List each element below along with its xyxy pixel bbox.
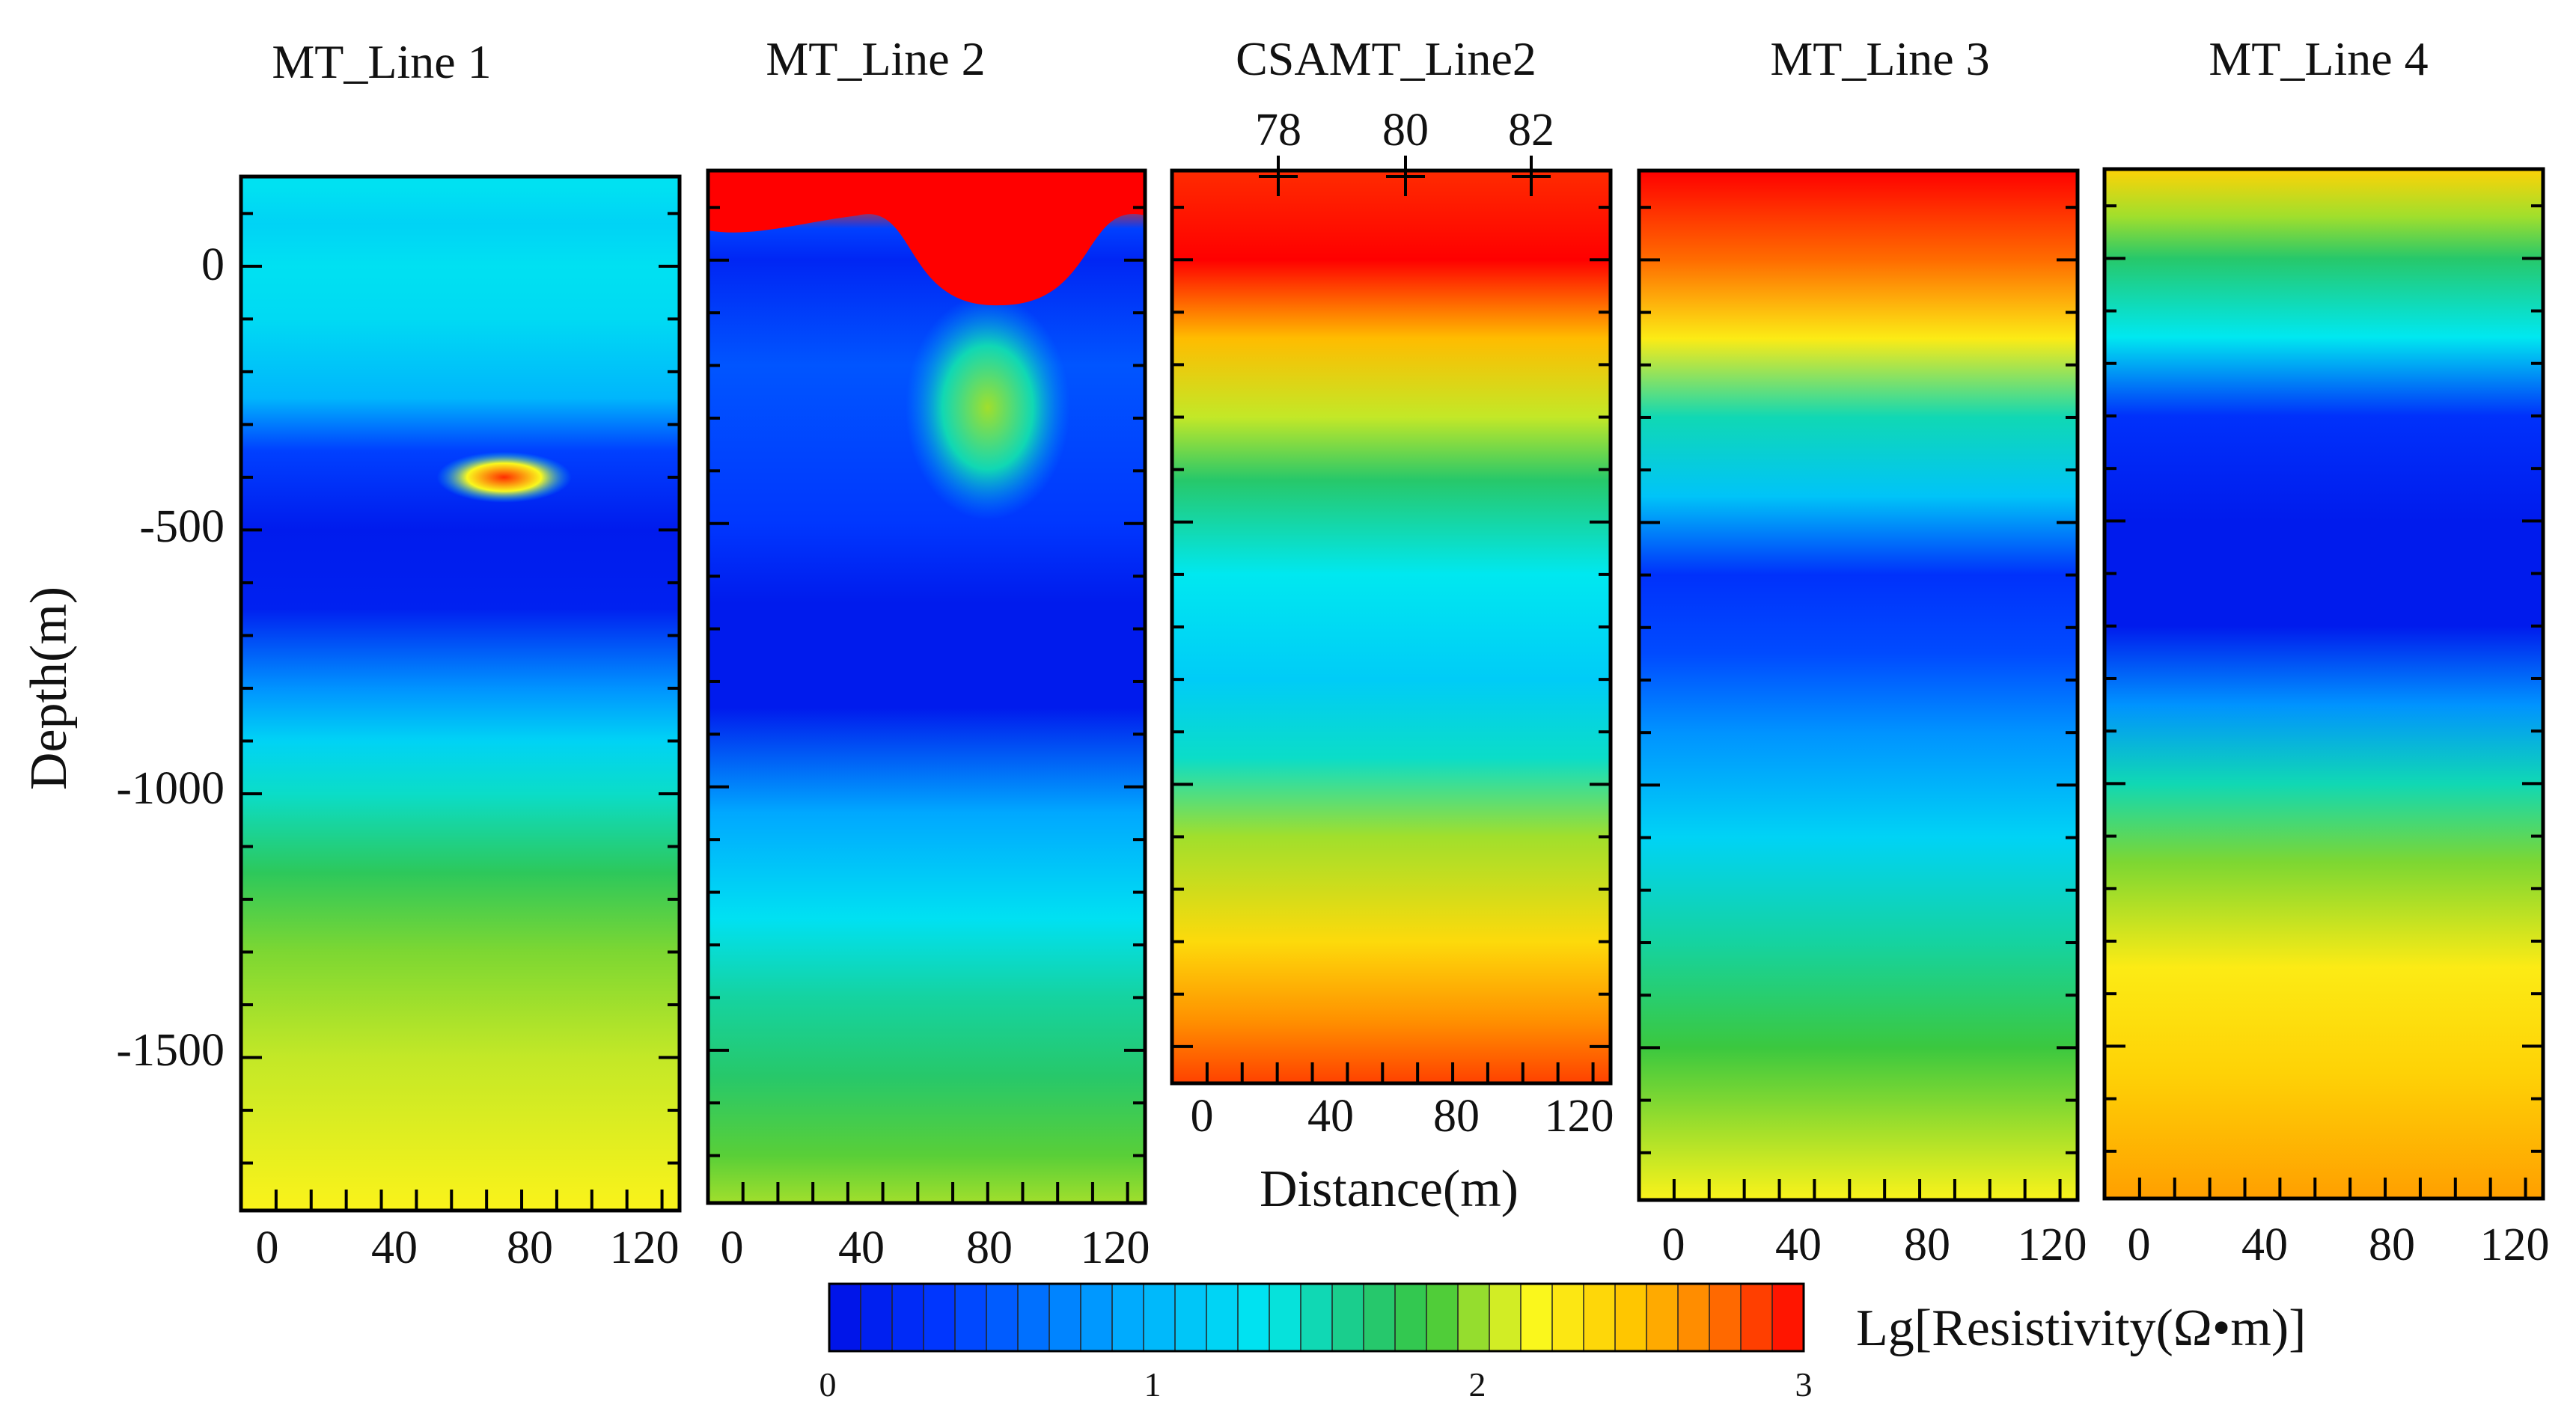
section-panel — [239, 174, 682, 1213]
station-label-80: 80 — [1382, 105, 1429, 156]
colorbar-step — [923, 1283, 956, 1352]
colorbar-step — [1049, 1283, 1082, 1352]
colorbar-step — [1646, 1283, 1679, 1352]
resistivity-section — [1172, 171, 1611, 1083]
panel-title-4: MT_Line 3 — [1770, 32, 1989, 85]
panel-title-5: MT_Line 4 — [2209, 32, 2428, 85]
colorbar-label: Lg[Resistivity(Ω•m)] — [1856, 1300, 2306, 1357]
colorbar-frame — [828, 1282, 1805, 1353]
section-panel — [1637, 168, 2080, 1202]
x-tick-label: 80 — [1904, 1219, 1950, 1270]
panel-frame — [706, 168, 1147, 1205]
resistivity-section — [708, 171, 1145, 1203]
colorbar-tick-0: 0 — [820, 1365, 837, 1404]
colorbar-step — [891, 1283, 925, 1352]
colorbar-tick-1: 1 — [1144, 1365, 1162, 1404]
section-panel — [1170, 168, 1613, 1086]
x-tick-label: 120 — [1545, 1091, 1614, 1142]
x-tick-label: 0 — [1662, 1219, 1685, 1270]
station-label-82: 82 — [1508, 105, 1554, 156]
x-tick-label: 80 — [507, 1222, 553, 1273]
colorbar-step — [1143, 1283, 1176, 1352]
panel-frame — [2102, 167, 2545, 1201]
y-tick-label-0: 0 — [201, 239, 225, 290]
colorbar — [828, 1282, 1805, 1353]
colorbar-step — [1394, 1283, 1428, 1352]
panel-frame — [239, 174, 682, 1213]
x-axis-label: Distance(m) — [1260, 1160, 1519, 1218]
colorbar-step — [1017, 1283, 1051, 1352]
colorbar-step — [1174, 1283, 1208, 1352]
colorbar-step — [1551, 1283, 1585, 1352]
colorbar-step — [1300, 1283, 1334, 1352]
y-tick-label-1500: -1500 — [116, 1025, 225, 1076]
panel-frame — [1637, 168, 2080, 1202]
x-tick-label: 120 — [610, 1222, 680, 1273]
x-tick-label: 120 — [2480, 1219, 2550, 1270]
x-tick-label: 0 — [1191, 1091, 1214, 1142]
resistivity-section — [1639, 171, 2078, 1200]
colorbar-step — [860, 1283, 894, 1352]
colorbar-step — [1206, 1283, 1239, 1352]
x-tick-label: 40 — [1775, 1219, 1822, 1270]
resistivity-section — [241, 177, 680, 1210]
colorbar-step — [1237, 1283, 1271, 1352]
section-panel — [706, 168, 1147, 1205]
colorbar-step — [1269, 1283, 1302, 1352]
colorbar-step — [1614, 1283, 1648, 1352]
colorbar-step — [1363, 1283, 1397, 1352]
colorbar-step — [1426, 1283, 1459, 1352]
x-tick-label: 0 — [2128, 1219, 2151, 1270]
station-label-78: 78 — [1255, 105, 1301, 156]
colorbar-step — [1520, 1283, 1554, 1352]
panels — [239, 156, 2545, 1213]
x-tick-label: 40 — [838, 1222, 885, 1273]
x-tick-label: 0 — [721, 1222, 744, 1273]
resistivity-anomaly — [905, 295, 1070, 520]
near-surface-resistor — [708, 171, 1145, 306]
x-tick-label: 80 — [2369, 1219, 2415, 1270]
colorbar-step — [986, 1283, 1019, 1352]
colorbar-step — [1111, 1283, 1145, 1352]
panel-title-2: MT_Line 2 — [766, 32, 985, 85]
x-tick-label: 120 — [2018, 1219, 2087, 1270]
colorbar-step — [1740, 1283, 1774, 1352]
x-tick-label: 80 — [1433, 1091, 1480, 1142]
colorbar-step — [1709, 1283, 1742, 1352]
x-tick-label: 120 — [1081, 1222, 1150, 1273]
y-tick-label-500: -500 — [139, 501, 225, 552]
resistivity-anomaly — [436, 451, 572, 503]
colorbar-step — [1771, 1283, 1805, 1352]
panel-title-1: MT_Line 1 — [272, 35, 491, 88]
colorbar-step — [1583, 1283, 1617, 1352]
colorbar-step — [1331, 1283, 1365, 1352]
panel-title-3: CSAMT_Line2 — [1236, 32, 1536, 85]
x-tick-label: 40 — [1307, 1091, 1354, 1142]
section-panel — [2102, 167, 2545, 1201]
colorbar-tick-3: 3 — [1795, 1365, 1813, 1404]
x-tick-label: 80 — [966, 1222, 1013, 1273]
y-tick-label-1000: -1000 — [116, 763, 225, 814]
x-tick-label: 0 — [256, 1222, 279, 1273]
x-tick-label: 40 — [2241, 1219, 2288, 1270]
colorbar-step — [1489, 1283, 1522, 1352]
colorbar-tick-2: 2 — [1469, 1365, 1486, 1404]
colorbar-step — [1080, 1283, 1114, 1352]
y-axis-label: Depth(m) — [20, 587, 78, 790]
x-tick-label: 40 — [371, 1222, 418, 1273]
x-tick-labels: 0 40 80 120 0 40 80 120 0 40 80 120 0 40… — [256, 1091, 2550, 1273]
colorbar-step — [1457, 1283, 1491, 1352]
colorbar-step — [1677, 1283, 1711, 1352]
resistivity-section — [2105, 169, 2543, 1199]
colorbar-step — [954, 1283, 988, 1352]
colorbar-step — [828, 1283, 862, 1352]
